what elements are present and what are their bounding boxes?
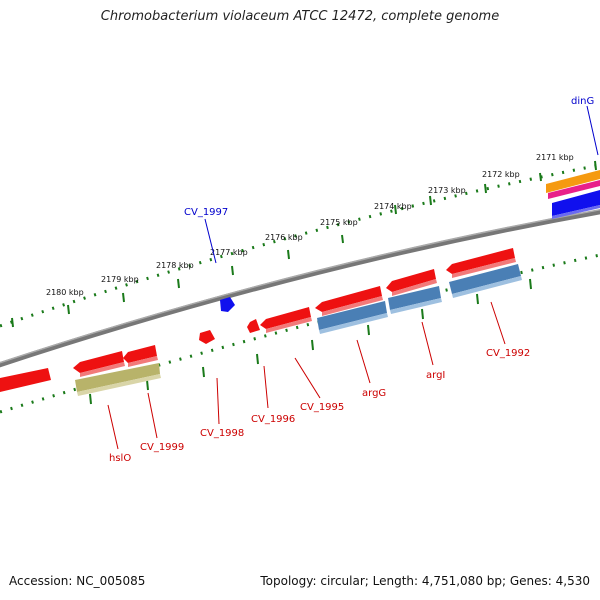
label-cv1996: CV_1996 — [251, 414, 295, 425]
leader-cv1992 — [490, 301, 506, 345]
gene-cv1992[interactable] — [446, 248, 515, 274]
tick-label: 2178 kbp — [156, 261, 194, 270]
gene-shadow — [452, 258, 516, 278]
genome-backbone-highlight — [0, 209, 600, 364]
leader-cv1999 — [147, 392, 158, 439]
scale-tick — [202, 366, 205, 378]
label-hslO: hslO — [109, 453, 131, 464]
leader-cv1997 — [204, 218, 217, 264]
scale-tick — [429, 195, 432, 206]
label-dinG: dinG — [571, 96, 594, 107]
gene-shadow — [128, 356, 158, 367]
gene-hslO[interactable] — [73, 351, 124, 373]
scale-tick — [367, 324, 370, 336]
leader-cv1998 — [216, 377, 220, 425]
map-title: Chromobacterium violaceum ATCC 12472, co… — [100, 9, 500, 24]
label-cv1992: CV_1992 — [486, 348, 530, 359]
genome-summary: Topology: circular; Length: 4,751,080 bp… — [260, 574, 590, 588]
magenta-feature[interactable] — [548, 180, 600, 199]
scale-tick — [177, 278, 180, 289]
forward-genes — [0, 248, 516, 392]
scale-tick — [256, 353, 259, 365]
dinG-gene[interactable] — [552, 190, 600, 216]
scale-tick — [421, 308, 424, 320]
scale-tick — [287, 249, 290, 260]
orange-feature[interactable] — [546, 170, 600, 193]
gene-cv1999[interactable] — [123, 345, 157, 363]
gene-cv1998[interactable] — [199, 330, 215, 344]
cds-argG[interactable] — [317, 301, 387, 330]
gene-argG[interactable] — [315, 286, 382, 312]
tick-label: 2176 kbp — [265, 233, 303, 242]
gene-cv1997[interactable] — [220, 297, 235, 312]
gene-shadow — [392, 279, 437, 296]
gene-cv1996[interactable] — [247, 319, 260, 333]
leader-argI — [421, 321, 434, 366]
scale-ticks — [11, 160, 597, 405]
scale-tick — [146, 379, 149, 391]
gene-left-edge[interactable] — [0, 368, 51, 392]
tick-label: 2174 kbp — [374, 202, 412, 211]
scale-tick — [484, 183, 487, 194]
cds-argG-shadow — [319, 313, 388, 334]
tick-label: 2173 kbp — [428, 186, 466, 195]
gene-shadow — [80, 362, 125, 377]
tick-label: 2175 kbp — [320, 218, 358, 227]
dinG-gene-shadow — [552, 205, 600, 219]
tick-label: 2177 kbp — [210, 248, 248, 257]
leader-cv1996 — [263, 365, 269, 409]
cds-olive-shadow — [77, 374, 161, 396]
label-cv1999: CV_1999 — [140, 442, 184, 453]
gene-cv1995[interactable] — [260, 307, 311, 329]
scale-tick — [394, 204, 397, 215]
leader-argG — [356, 339, 371, 384]
tick-label: 2172 kbp — [482, 170, 520, 179]
tick-label: 2171 kbp — [536, 153, 574, 162]
cds-cv1992-shadow — [452, 276, 522, 298]
cds-olive[interactable] — [75, 363, 160, 392]
gene-shadow — [322, 296, 383, 316]
genome-backbone — [0, 209, 600, 368]
cds-argI[interactable] — [388, 286, 441, 310]
label-argG: argG — [362, 388, 386, 399]
tick-label: 2180 kbp — [46, 288, 84, 297]
scale-tick — [89, 393, 92, 405]
scale-tick — [11, 317, 14, 328]
cds-cv1992[interactable] — [449, 264, 521, 294]
leader-hslO — [107, 404, 119, 450]
label-argI: argI — [426, 370, 445, 381]
scale-tick — [311, 339, 314, 351]
scale-tick — [341, 234, 344, 244]
scale-tick — [476, 293, 479, 305]
scale-tick — [539, 172, 542, 182]
scale-tick — [231, 265, 234, 276]
label-cv1997: CV_1997 — [184, 207, 228, 218]
gene-shadow — [266, 317, 312, 333]
accession-text: Accession: NC_005085 — [9, 574, 146, 588]
cds-argI-shadow — [390, 298, 442, 314]
label-cv1998: CV_1998 — [200, 428, 244, 439]
outer-scale-track — [0, 163, 600, 328]
tick-label: 2179 kbp — [101, 275, 139, 284]
leader-cv1995 — [294, 357, 321, 399]
leader-dinG — [586, 105, 599, 156]
label-cv1995: CV_1995 — [300, 402, 344, 413]
scale-tick — [594, 160, 597, 171]
scale-tick — [67, 304, 70, 315]
scale-tick — [122, 292, 125, 303]
scale-tick — [529, 278, 532, 290]
gene-argI[interactable] — [386, 269, 436, 292]
